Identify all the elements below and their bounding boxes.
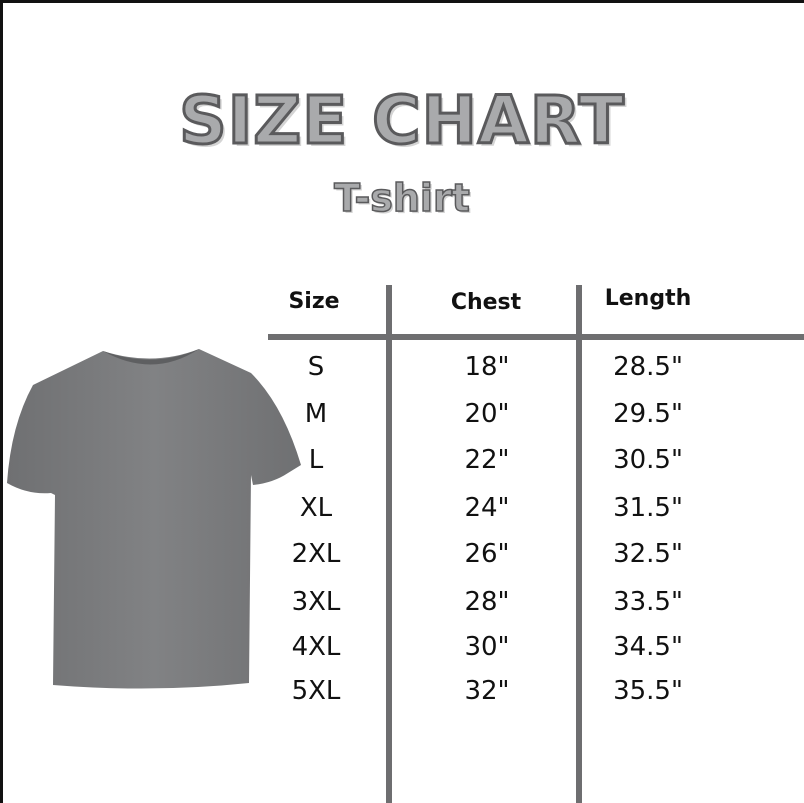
cell-size: 4XL — [291, 632, 341, 662]
cell-chest: 28" — [464, 587, 510, 617]
cell-chest: 32" — [464, 676, 510, 706]
cell-chest: 20" — [464, 399, 510, 429]
cell-chest: 26" — [464, 539, 510, 569]
page-subtitle: T-shirt — [333, 175, 470, 221]
header-length: Length — [604, 286, 692, 311]
cell-length: 33.5" — [613, 587, 683, 617]
page-title: SIZE CHART — [178, 81, 626, 161]
cell-size: XL — [299, 493, 333, 523]
tshirt-image — [7, 349, 301, 689]
cell-chest: 30" — [464, 632, 510, 662]
cell-chest: 24" — [464, 493, 510, 523]
cell-size: S — [307, 352, 325, 382]
cell-size: L — [308, 445, 324, 475]
cell-size: M — [304, 399, 328, 429]
header-divider — [268, 334, 804, 340]
cell-length: 35.5" — [613, 676, 683, 706]
cell-length: 34.5" — [613, 632, 683, 662]
cell-chest: 22" — [464, 445, 510, 475]
cell-chest: 18" — [464, 352, 510, 382]
column-divider — [386, 285, 392, 803]
column-divider — [576, 285, 582, 803]
cell-length: 29.5" — [613, 399, 683, 429]
header-chest: Chest — [450, 290, 522, 315]
cell-length: 32.5" — [613, 539, 683, 569]
cell-size: 3XL — [291, 587, 341, 617]
cell-size: 2XL — [291, 539, 341, 569]
cell-size: 5XL — [291, 676, 341, 706]
header-size: Size — [288, 289, 340, 314]
cell-length: 31.5" — [613, 493, 683, 523]
cell-length: 30.5" — [613, 445, 683, 475]
cell-length: 28.5" — [613, 352, 683, 382]
